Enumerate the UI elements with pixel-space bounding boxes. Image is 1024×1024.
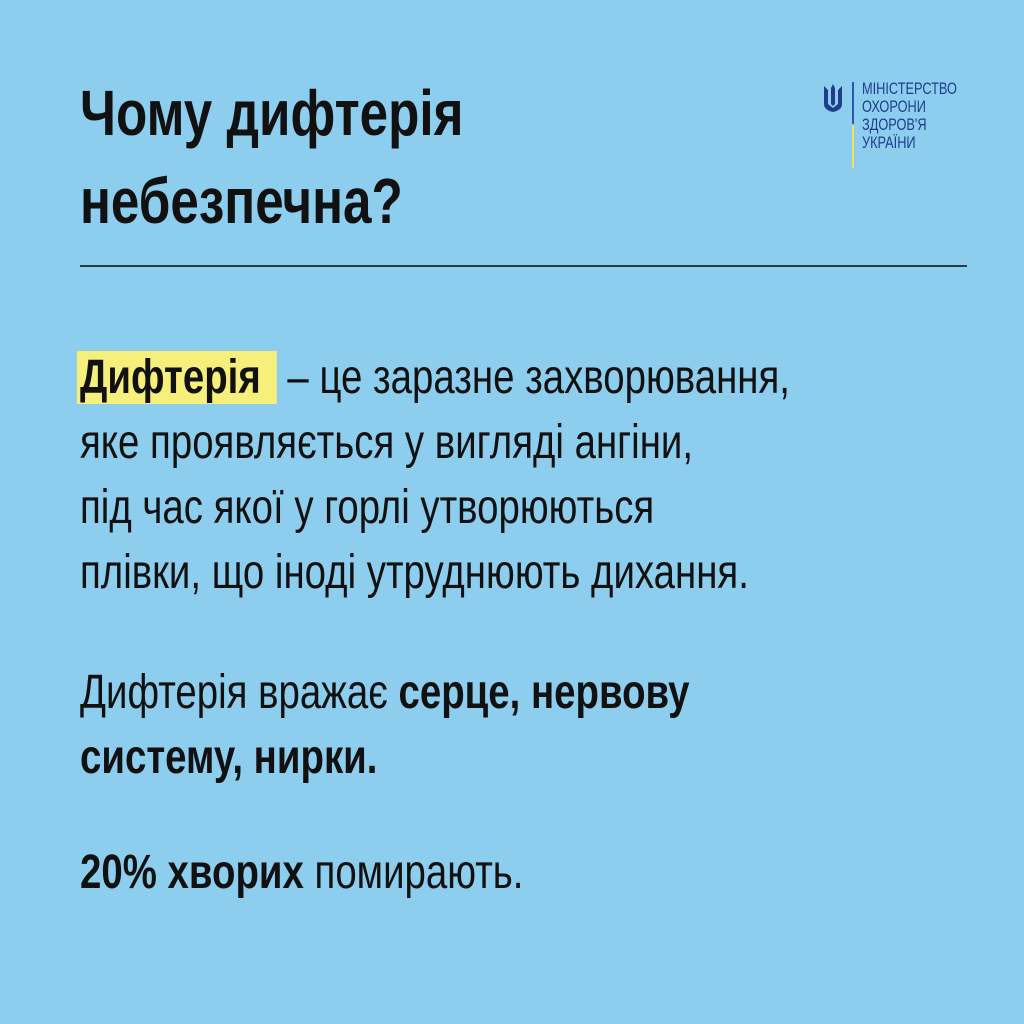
bold-text: систему, нирки. bbox=[80, 731, 378, 784]
trident-icon bbox=[824, 84, 842, 112]
paragraph1-line1: Дифтерія – це заразне захворювання, bbox=[76, 350, 790, 406]
logo-line: ОХОРОНИ bbox=[862, 97, 926, 116]
paragraph1-line4: плівки, що іноді утруднюють дихання. bbox=[80, 546, 749, 599]
paragraph2-line1: Дифтерія вражає серце, нервову bbox=[80, 665, 690, 721]
highlighted-term: Дифтерія bbox=[76, 351, 277, 404]
logo-blue-bar bbox=[852, 82, 854, 124]
paragraph2-line2: систему, нирки. bbox=[80, 730, 377, 786]
ministry-logo: МІНІСТЕРСТВО ОХОРОНИ ЗДОРОВ'Я УКРАЇНИ bbox=[822, 80, 982, 172]
paragraph1-line3: під час якої у горлі утворюються bbox=[80, 481, 655, 534]
logo-line: УКРАЇНИ bbox=[862, 133, 916, 152]
bold-text: 20% хворих bbox=[80, 846, 304, 899]
title-line-2: небезпечна? bbox=[80, 165, 403, 237]
bold-text: серце, нервову bbox=[398, 666, 690, 719]
logo-line: ЗДОРОВ'Я bbox=[862, 115, 927, 134]
text: – це заразне захворювання, bbox=[287, 351, 790, 404]
logo-yellow-bar bbox=[852, 126, 854, 168]
text: помирають. bbox=[303, 846, 524, 899]
logo-line: МІНІСТЕРСТВО bbox=[862, 79, 957, 98]
logo-text: МІНІСТЕРСТВО ОХОРОНИ ЗДОРОВ'Я УКРАЇНИ bbox=[862, 80, 957, 152]
divider bbox=[80, 265, 967, 267]
title-line-1: Чому дифтерія bbox=[80, 77, 464, 149]
paragraph1-line2: яке проявляється у вигляді ангіни, bbox=[80, 416, 694, 469]
paragraph3: 20% хворих помирають. bbox=[80, 845, 523, 901]
text: Дифтерія вражає bbox=[80, 666, 399, 719]
